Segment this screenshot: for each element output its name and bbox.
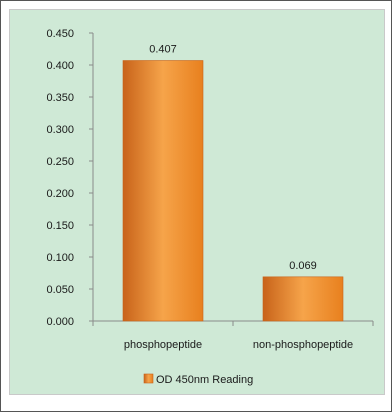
y-tick-label: 0.450 (46, 28, 74, 40)
y-tick-label: 0.350 (46, 92, 74, 104)
x-tick-label: phosphopeptide (124, 339, 202, 351)
y-tick-label: 0.000 (46, 316, 74, 328)
y-tick-label: 0.300 (46, 124, 74, 136)
y-tick-label: 0.400 (46, 60, 74, 72)
bars (122, 60, 344, 322)
y-tick-label: 0.150 (46, 220, 74, 232)
legend: OD 450nm Reading (143, 373, 253, 386)
y-tick-label: 0.050 (46, 284, 74, 296)
legend-label: OD 450nm Reading (156, 374, 253, 386)
data-label: 0.069 (289, 260, 317, 272)
y-tick-label: 0.200 (46, 188, 74, 200)
axes: 0.000 0.050 0.100 0.150 0.200 0.250 0.300 0.350… (46, 28, 374, 328)
bar (262, 276, 344, 322)
y-tick-label: 0.250 (46, 156, 74, 168)
y-tick-label: 0.100 (46, 252, 74, 264)
legend-swatch (143, 373, 154, 384)
bar (122, 60, 204, 322)
labels: 0.407 phosphopeptide 0.069 non-phosphopepti… (124, 44, 353, 351)
x-tick-label: non-phosphopeptide (253, 339, 353, 351)
data-label: 0.407 (149, 44, 177, 56)
